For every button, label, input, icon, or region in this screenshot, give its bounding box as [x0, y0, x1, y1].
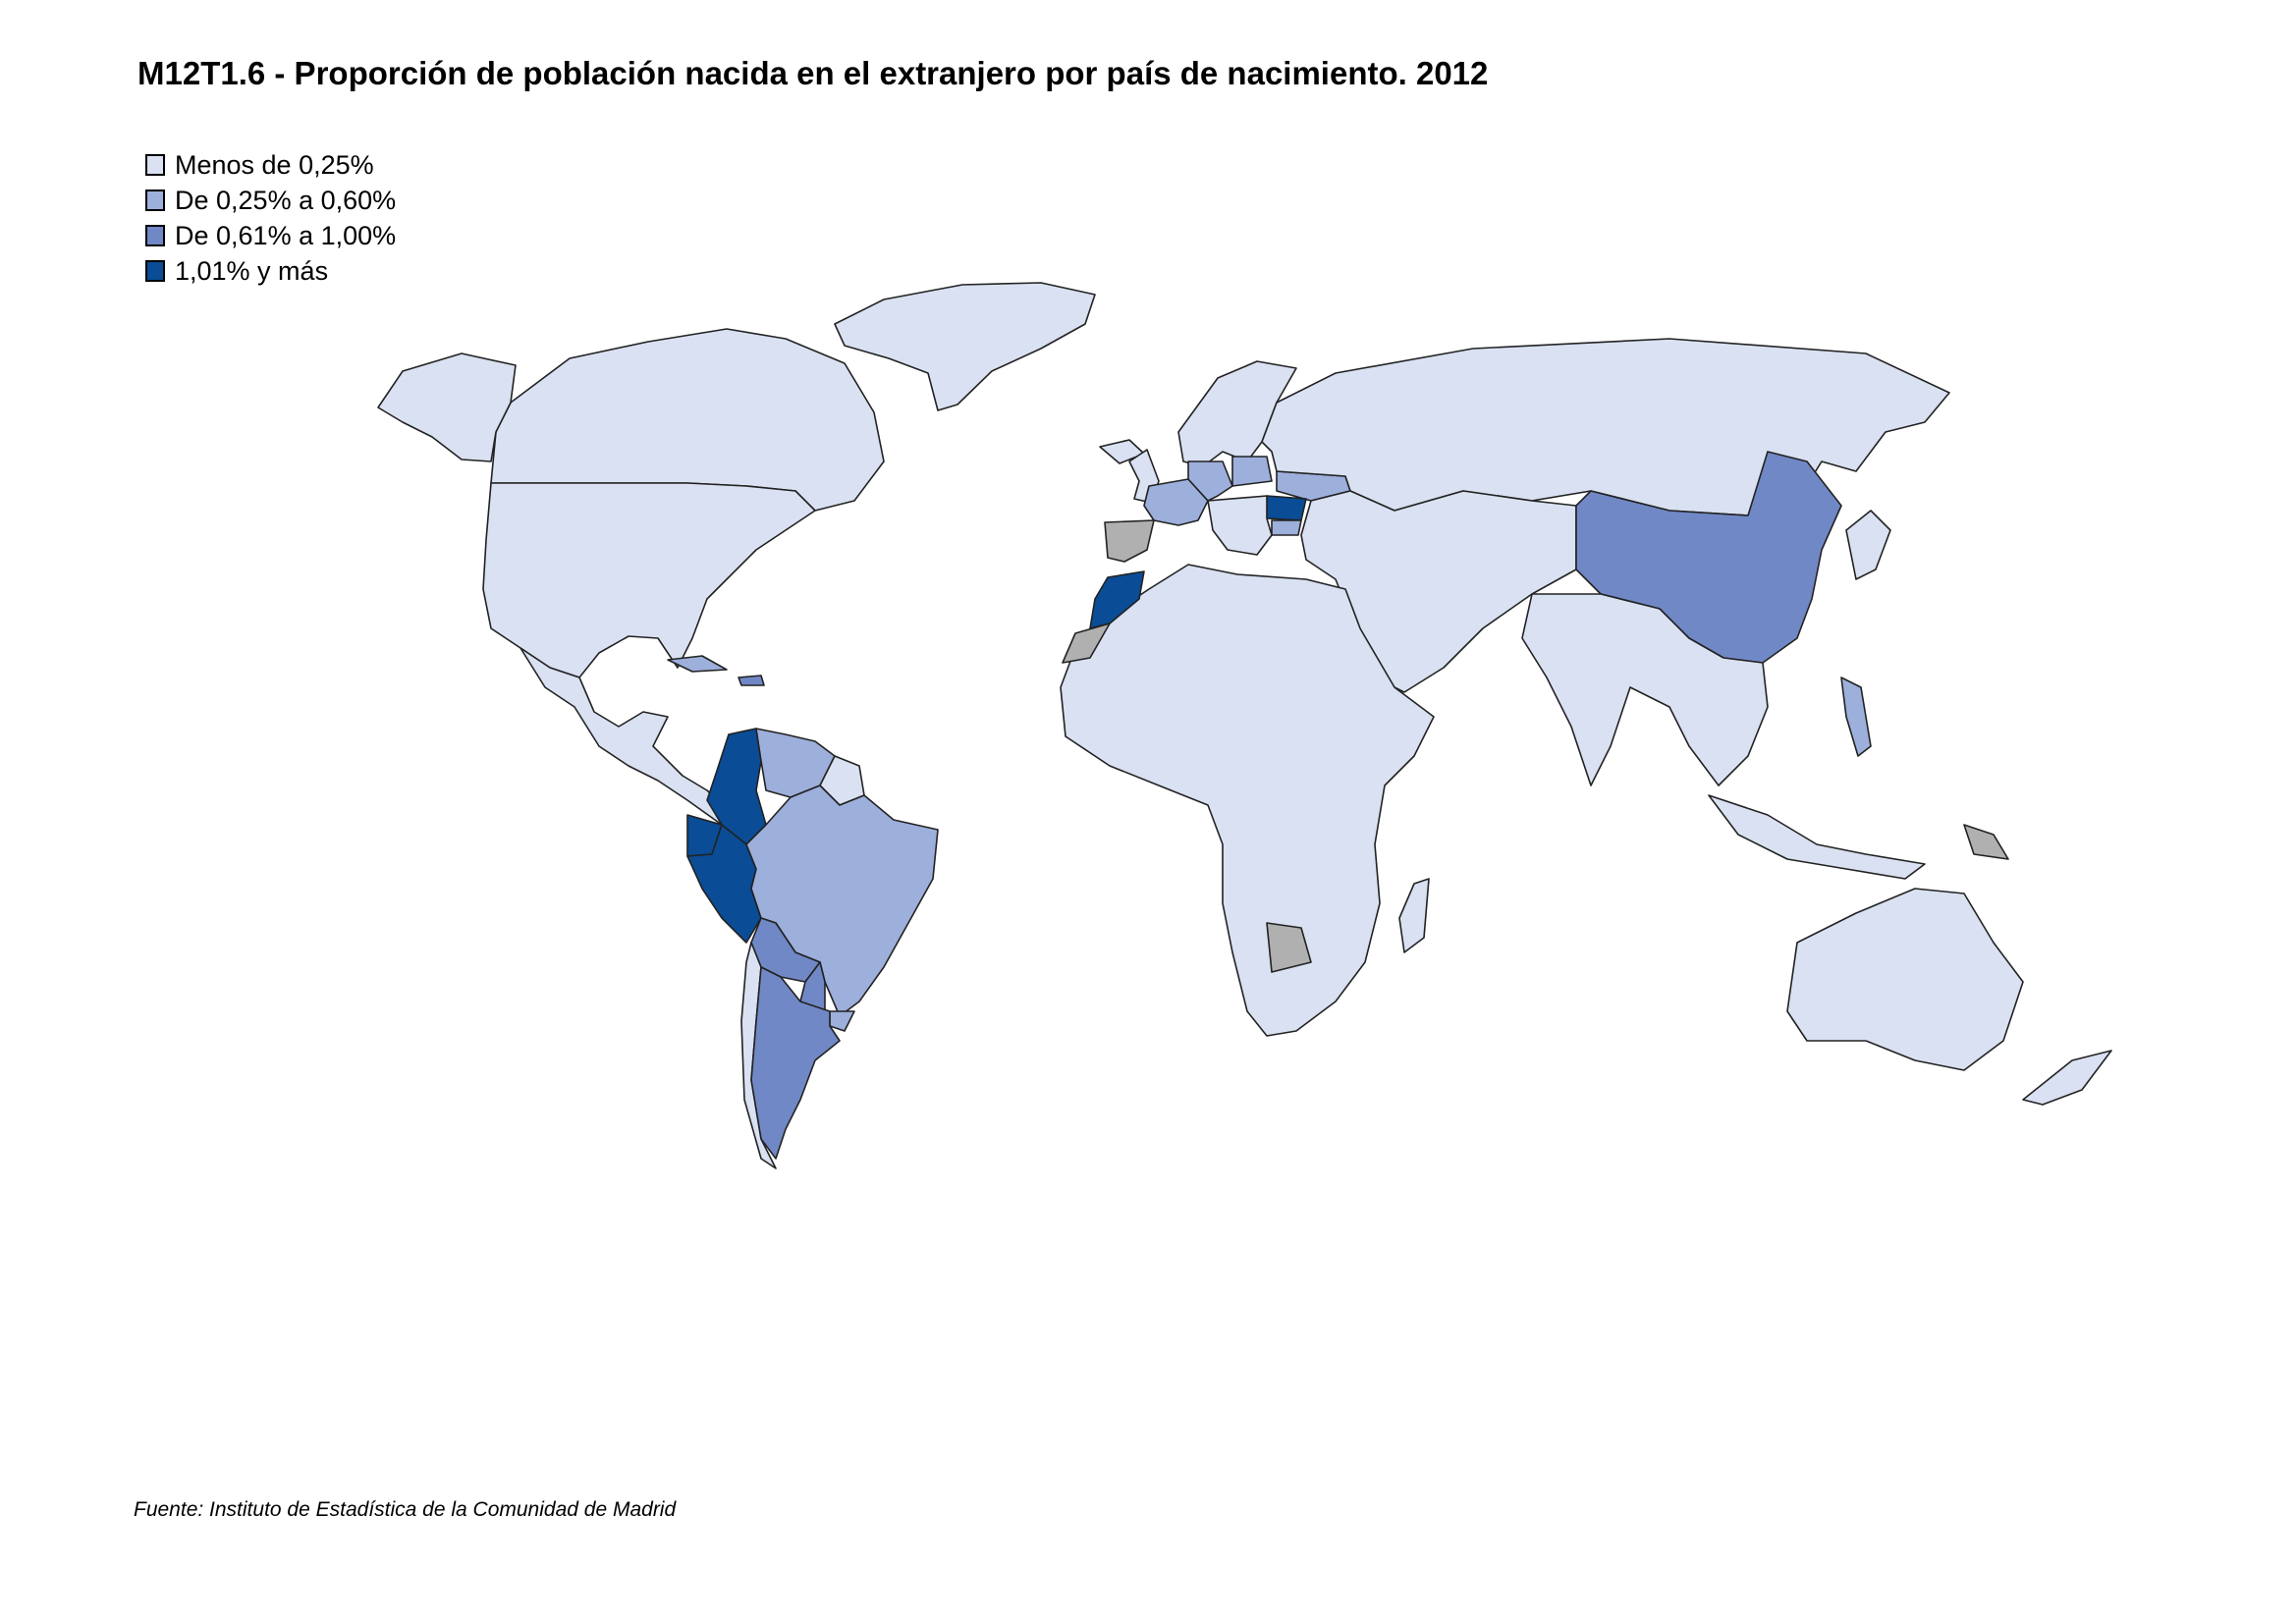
region-madagascar	[1398, 878, 1430, 953]
region-mexico	[519, 647, 730, 826]
legend-label-c3: De 0,61% a 1,00%	[175, 220, 397, 250]
legend-item-c1: Menos de 0,25%	[145, 147, 396, 183]
region-spain	[1104, 519, 1155, 563]
region-russia	[1261, 338, 1950, 516]
legend-label-c4: 1,01% y más	[175, 255, 329, 286]
region-south-asia	[1521, 593, 1769, 786]
region-cuba	[667, 655, 728, 673]
region-dominican-republic	[738, 675, 765, 686]
legend-swatch-c2	[145, 189, 165, 211]
region-botswana	[1266, 922, 1312, 973]
region-africa	[1060, 564, 1435, 1037]
region-usa	[482, 482, 816, 678]
legend-item-c4: 1,01% y más	[145, 253, 396, 289]
region-philippines	[1840, 677, 1872, 757]
region-alaska	[377, 352, 517, 462]
region-australia	[1786, 888, 2024, 1071]
source-note: Fuente: Instituto de Estadística de la C…	[134, 1498, 677, 1521]
legend-swatch-c4	[145, 260, 165, 282]
region-italy-balkans	[1207, 495, 1273, 556]
region-paraguay	[799, 961, 826, 1012]
region-papua-new-guinea	[1963, 824, 2009, 860]
region-uruguay	[829, 1010, 855, 1032]
legend: Menos de 0,25% De 0,25% a 0,60% De 0,61%…	[145, 147, 396, 289]
legend-item-c3: De 0,61% a 1,00%	[145, 218, 396, 253]
region-japan	[1845, 510, 1891, 580]
region-central-asia	[1300, 490, 1577, 693]
legend-swatch-c1	[145, 154, 165, 176]
legend-swatch-c3	[145, 225, 165, 246]
region-argentina	[750, 966, 841, 1160]
region-bulgaria	[1271, 519, 1302, 536]
map-title: M12T1.6 - Proporción de población nacida…	[137, 55, 1489, 91]
region-greenland	[834, 282, 1096, 411]
legend-label-c2: De 0,25% a 0,60%	[175, 185, 397, 215]
region-germany	[1187, 460, 1233, 502]
region-indonesia	[1708, 794, 1926, 880]
legend-label-c1: Menos de 0,25%	[175, 149, 374, 180]
region-western-sahara	[1062, 623, 1111, 664]
region-romania	[1266, 495, 1307, 521]
region-new-zealand	[2022, 1050, 2112, 1106]
legend-item-c2: De 0,25% a 0,60%	[145, 183, 396, 218]
region-poland	[1231, 456, 1273, 487]
region-brazil	[745, 785, 939, 1017]
